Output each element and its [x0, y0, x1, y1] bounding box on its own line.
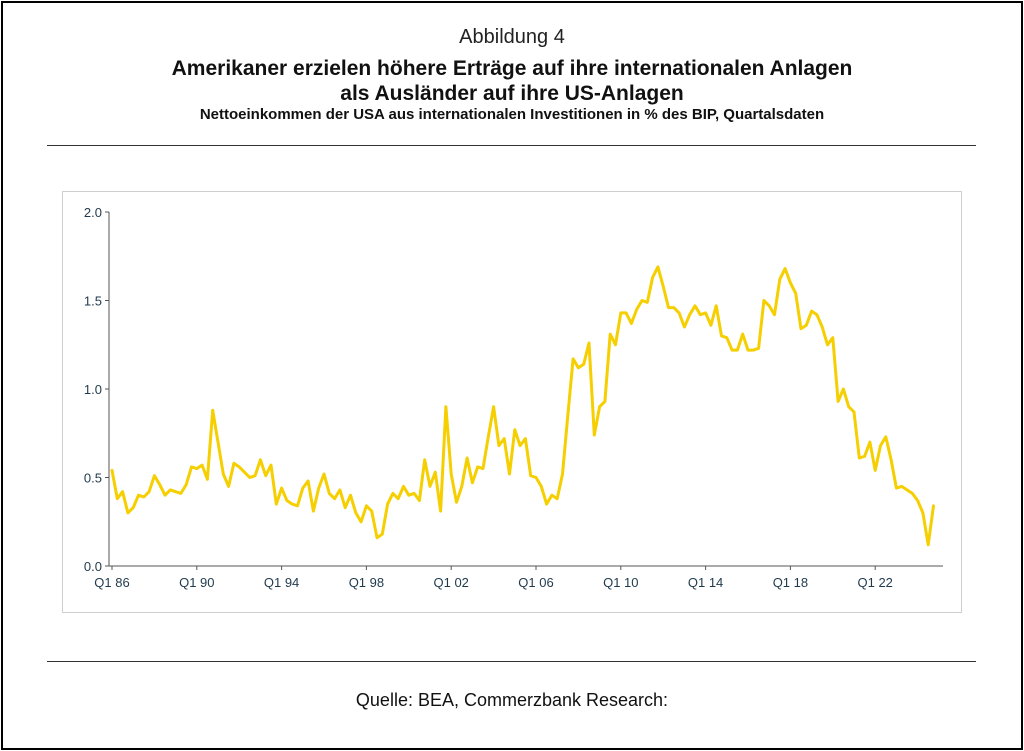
x-tick-label: Q1 02: [433, 575, 468, 590]
chart-title-line-1: Amerikaner erzielen höhere Erträge auf i…: [171, 57, 853, 80]
figure-label: Abbildung 4: [459, 26, 565, 48]
chart-subtitle: Nettoeinkommen der USA aus international…: [199, 106, 825, 123]
x-tick-label: Q1 94: [264, 575, 299, 590]
x-tick-label: Q1 90: [179, 575, 214, 590]
y-tick-label: 0.0: [84, 559, 102, 574]
y-tick-label: 1.0: [84, 382, 102, 397]
x-tick-label: Q1 86: [94, 575, 129, 590]
x-tick-label: Q1 10: [603, 575, 638, 590]
x-tick-label: Q1 14: [688, 575, 723, 590]
series-line: [110, 265, 935, 547]
chart-title-line-2: als Ausländer auf ihre US-Anlagen: [340, 82, 684, 105]
x-tick-label: Q1 22: [857, 575, 892, 590]
x-tick-label: Q1 18: [773, 575, 808, 590]
chart-title: Amerikaner erzielen höhere Erträge auf i…: [0, 56, 1024, 106]
top-divider: [47, 145, 976, 146]
x-tick-label: Q1 98: [349, 575, 384, 590]
y-tick-label: 1.5: [84, 294, 102, 309]
source-note: Quelle: BEA, Commerzbank Research:: [355, 690, 669, 710]
chart-area: 0.0 0.5 1.0 1.5 2.0 Q1 86 Q1 90 Q1 94 Q1 98 Q1 02…: [62, 191, 962, 613]
line-chart: 0.0 0.5 1.0 1.5 2.0 Q1 86 Q1 90 Q1 94 Q1 98 Q1 02…: [84, 205, 943, 590]
y-tick-label: 0.5: [84, 471, 102, 486]
y-tick-label: 2.0: [84, 205, 102, 220]
x-tick-label: Q1 06: [518, 575, 553, 590]
bottom-divider: [47, 661, 976, 662]
